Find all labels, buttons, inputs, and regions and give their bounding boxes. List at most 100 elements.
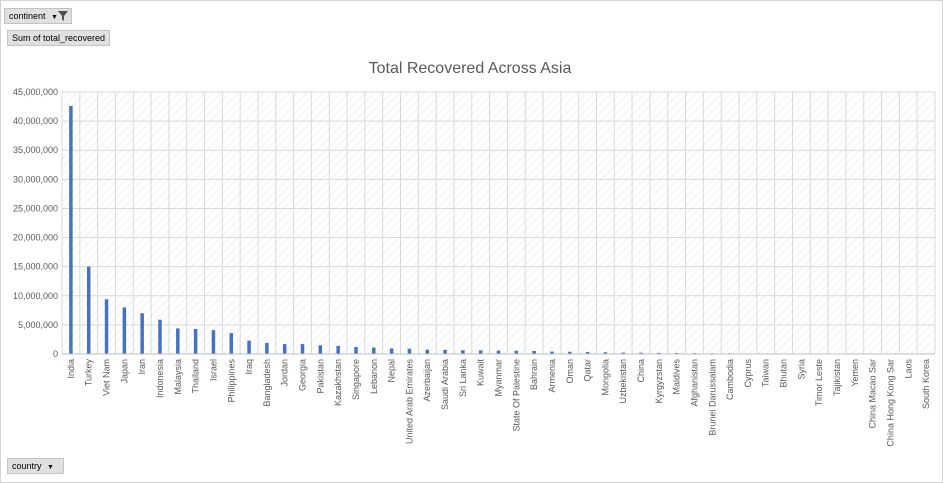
x-category-label: China Hong Kong Sar: [885, 359, 895, 447]
bar: [176, 328, 180, 354]
y-tick-label: 10,000,000: [13, 291, 58, 301]
x-category-label: Tajikistan: [832, 359, 842, 396]
x-category-label: Pakistan: [315, 359, 325, 394]
x-category-label: Japan: [119, 359, 129, 384]
bar: [336, 345, 340, 354]
bar: [657, 352, 661, 354]
bar: [122, 307, 127, 354]
x-category-label: Syria: [796, 359, 806, 380]
x-category-label: Maldives: [672, 359, 682, 395]
bar: [140, 313, 144, 354]
x-category-label: Kuwait: [476, 359, 486, 387]
y-axis-tick-labels: 0 5,000,000 10,000,000 15,000,000 20,000,000…: [13, 87, 58, 359]
bar: [603, 352, 608, 354]
x-category-label: Brunei Darussalam: [707, 359, 717, 436]
bar: [354, 347, 358, 354]
bar: [550, 351, 554, 354]
bar: [621, 352, 625, 354]
bar: [389, 348, 394, 354]
x-category-label: Saudi Arabia: [440, 359, 450, 410]
x-category-label: Kyrgyzstan: [654, 359, 664, 404]
x-category-label: Taiwan: [761, 359, 771, 387]
x-category-label: Georgia: [298, 359, 308, 391]
bar: [639, 352, 643, 354]
y-tick-label: 45,000,000: [13, 87, 58, 97]
x-category-label: Thailand: [191, 359, 201, 394]
bars: [69, 105, 732, 355]
x-category-label: China: [636, 359, 646, 383]
chevron-down-icon: ▼: [47, 464, 54, 471]
gridlines: [61, 91, 936, 355]
continent-filter-button[interactable]: continent ▼: [4, 8, 72, 24]
bar: [247, 340, 251, 354]
x-category-label: Timor Leste: [814, 359, 824, 406]
x-category-label: Myanmar: [494, 359, 504, 397]
x-category-label: Afghanistan: [689, 359, 699, 407]
bar: [478, 350, 483, 354]
y-tick-label: 40,000,000: [13, 116, 58, 126]
bar: [425, 349, 429, 354]
x-category-label: Philippines: [226, 359, 236, 403]
x-category-label: Bangladesh: [262, 359, 272, 407]
x-category-label: South Korea: [921, 359, 931, 409]
x-category-label: Turkey: [84, 359, 94, 387]
bar: [372, 347, 376, 354]
y-tick-label: 35,000,000: [13, 145, 58, 155]
bar: [193, 328, 198, 354]
y-tick-label: 0: [53, 349, 58, 359]
x-category-label: Uzbekistan: [618, 359, 628, 404]
x-category-label: Jordan: [280, 359, 290, 387]
x-category-label: State Of Palestine: [511, 359, 521, 432]
bar: [265, 342, 269, 354]
chevron-down-icon: ▼: [51, 14, 58, 21]
bar: [318, 345, 323, 354]
value-field-button[interactable]: Sum of total_recovered: [7, 30, 111, 46]
x-category-label: Iran: [137, 359, 147, 375]
bar: [282, 344, 287, 354]
x-category-label: Cambodia: [725, 359, 735, 400]
x-category-label: Bahrain: [529, 359, 539, 390]
x-category-label: Armenia: [547, 359, 557, 393]
x-category-label: Iraq: [244, 359, 254, 375]
x-axis-category-labels: India Turkey Viet Nam Japan Iran Indonesia Mal…: [66, 359, 931, 447]
bar: [211, 330, 216, 354]
x-category-label: Singapore: [351, 359, 361, 400]
country-axis-button[interactable]: country ▼: [7, 458, 64, 474]
bar: [514, 350, 519, 354]
funnel-icon: [58, 11, 68, 21]
x-category-label: Oman: [565, 359, 575, 384]
x-category-label: Yemen: [850, 359, 860, 387]
x-category-label: China Macao Sar: [868, 359, 878, 429]
bar: [69, 105, 73, 355]
x-category-label: Malaysia: [173, 359, 183, 395]
bar: [229, 333, 234, 354]
x-category-label: Mongolia: [600, 359, 610, 396]
y-tick-label: 20,000,000: [13, 233, 58, 243]
bar: [104, 299, 109, 354]
plot-area-background: [62, 92, 935, 354]
bar: [496, 350, 501, 354]
x-category-label: Viet Nam: [102, 359, 112, 396]
y-tick-label: 5,000,000: [18, 320, 58, 330]
y-tick-label: 15,000,000: [13, 262, 58, 272]
x-category-label: Bhutan: [779, 359, 789, 388]
x-category-label: Cyprus: [743, 359, 753, 388]
bar: [461, 350, 465, 354]
chart-title: Total Recovered Across Asia: [369, 60, 572, 77]
y-tick-label: 30,000,000: [13, 174, 58, 184]
bar: [158, 319, 162, 354]
x-category-label: Qatar: [583, 359, 593, 382]
x-category-label: Laos: [903, 359, 913, 379]
x-category-label: India: [66, 359, 76, 379]
filter-field-label: continent: [9, 11, 46, 21]
bar: [443, 349, 447, 354]
bar: [407, 348, 412, 354]
x-category-label: United Arab Emirates: [404, 359, 414, 445]
x-category-label: Israel: [208, 359, 218, 381]
y-tick-label: 25,000,000: [13, 203, 58, 213]
x-category-label: Nepal: [387, 359, 397, 383]
bar: [585, 351, 590, 354]
bar: [568, 351, 572, 354]
x-category-label: Indonesia: [155, 359, 165, 398]
